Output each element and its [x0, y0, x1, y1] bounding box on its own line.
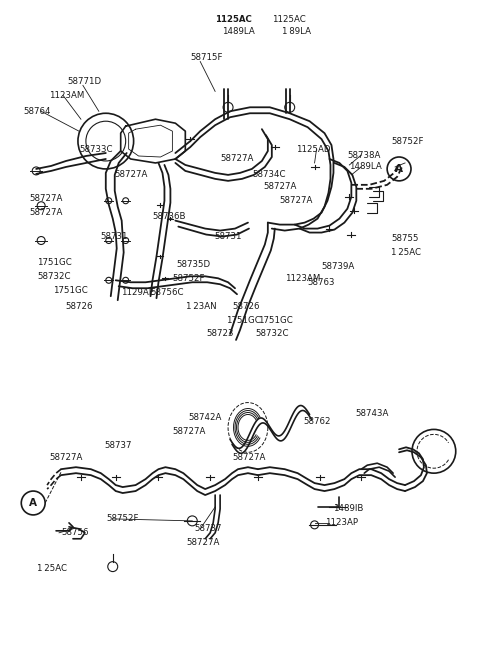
Text: 58756: 58756 [61, 528, 88, 537]
Text: 58752F: 58752F [172, 274, 205, 283]
Text: 58732C: 58732C [255, 329, 288, 338]
Text: 1123AP: 1123AP [325, 518, 359, 528]
Text: 58726: 58726 [65, 302, 93, 311]
Text: 58755: 58755 [391, 234, 419, 243]
Text: 1123AM: 1123AM [285, 274, 320, 283]
Text: 1129AE: 1129AE [120, 288, 154, 297]
Text: 1751GC: 1751GC [53, 286, 88, 295]
Text: 1751GC: 1751GC [258, 315, 293, 325]
Text: 58743A: 58743A [355, 409, 389, 418]
Text: 58727A: 58727A [29, 208, 62, 217]
Text: 58735D: 58735D [176, 260, 211, 269]
Text: 58731: 58731 [214, 232, 241, 241]
Text: 58739A: 58739A [322, 262, 355, 271]
Text: 58738A: 58738A [348, 150, 381, 160]
Text: A: A [29, 498, 37, 508]
Text: 1125AC: 1125AC [272, 15, 306, 24]
Text: 58727A: 58727A [280, 196, 313, 205]
Text: 58756C: 58756C [151, 288, 184, 297]
Text: 58727A: 58727A [186, 538, 220, 547]
Text: 1 89LA: 1 89LA [282, 27, 311, 36]
Text: 58752F: 58752F [391, 137, 424, 146]
Text: 58726: 58726 [232, 302, 260, 311]
Text: 58727A: 58727A [49, 453, 83, 462]
Text: 1 23AN: 1 23AN [186, 302, 217, 311]
Text: 58723: 58723 [206, 329, 234, 338]
Text: A: A [395, 164, 403, 174]
Text: 58727A: 58727A [220, 154, 253, 164]
Text: 58771D: 58771D [67, 77, 101, 86]
Text: 1751GC: 1751GC [226, 315, 261, 325]
Text: 58727A: 58727A [115, 170, 148, 179]
Text: 1489IB: 1489IB [334, 505, 364, 514]
Text: 58762: 58762 [304, 417, 331, 426]
Text: 1751GC: 1751GC [37, 258, 72, 267]
Text: 58764: 58764 [23, 107, 51, 116]
Text: 58715F: 58715F [190, 53, 223, 62]
Text: 58733C: 58733C [79, 145, 112, 154]
Text: 1 25AC: 1 25AC [37, 564, 67, 573]
Text: 58737: 58737 [194, 524, 222, 533]
Text: 58727A: 58727A [232, 453, 265, 462]
Text: 58736B: 58736B [153, 212, 186, 221]
Text: 58727A: 58727A [264, 183, 297, 191]
Text: 58727A: 58727A [29, 194, 62, 203]
Text: 1123AM: 1123AM [49, 91, 84, 100]
Text: 1489LA: 1489LA [222, 27, 255, 36]
Text: 58731: 58731 [101, 232, 128, 241]
Text: 58734C: 58734C [252, 170, 286, 179]
Text: 58737: 58737 [105, 441, 132, 450]
Text: 58742A: 58742A [188, 413, 222, 422]
Text: 1125AC: 1125AC [215, 15, 252, 24]
Text: 58763: 58763 [308, 278, 335, 286]
Text: 1 25AC: 1 25AC [391, 248, 421, 257]
Text: 58727A: 58727A [172, 427, 206, 436]
Text: 58752F: 58752F [107, 514, 139, 524]
Text: 58732C: 58732C [37, 272, 71, 281]
Text: 1489LA: 1489LA [349, 162, 382, 171]
Text: 1125AD: 1125AD [296, 145, 330, 154]
